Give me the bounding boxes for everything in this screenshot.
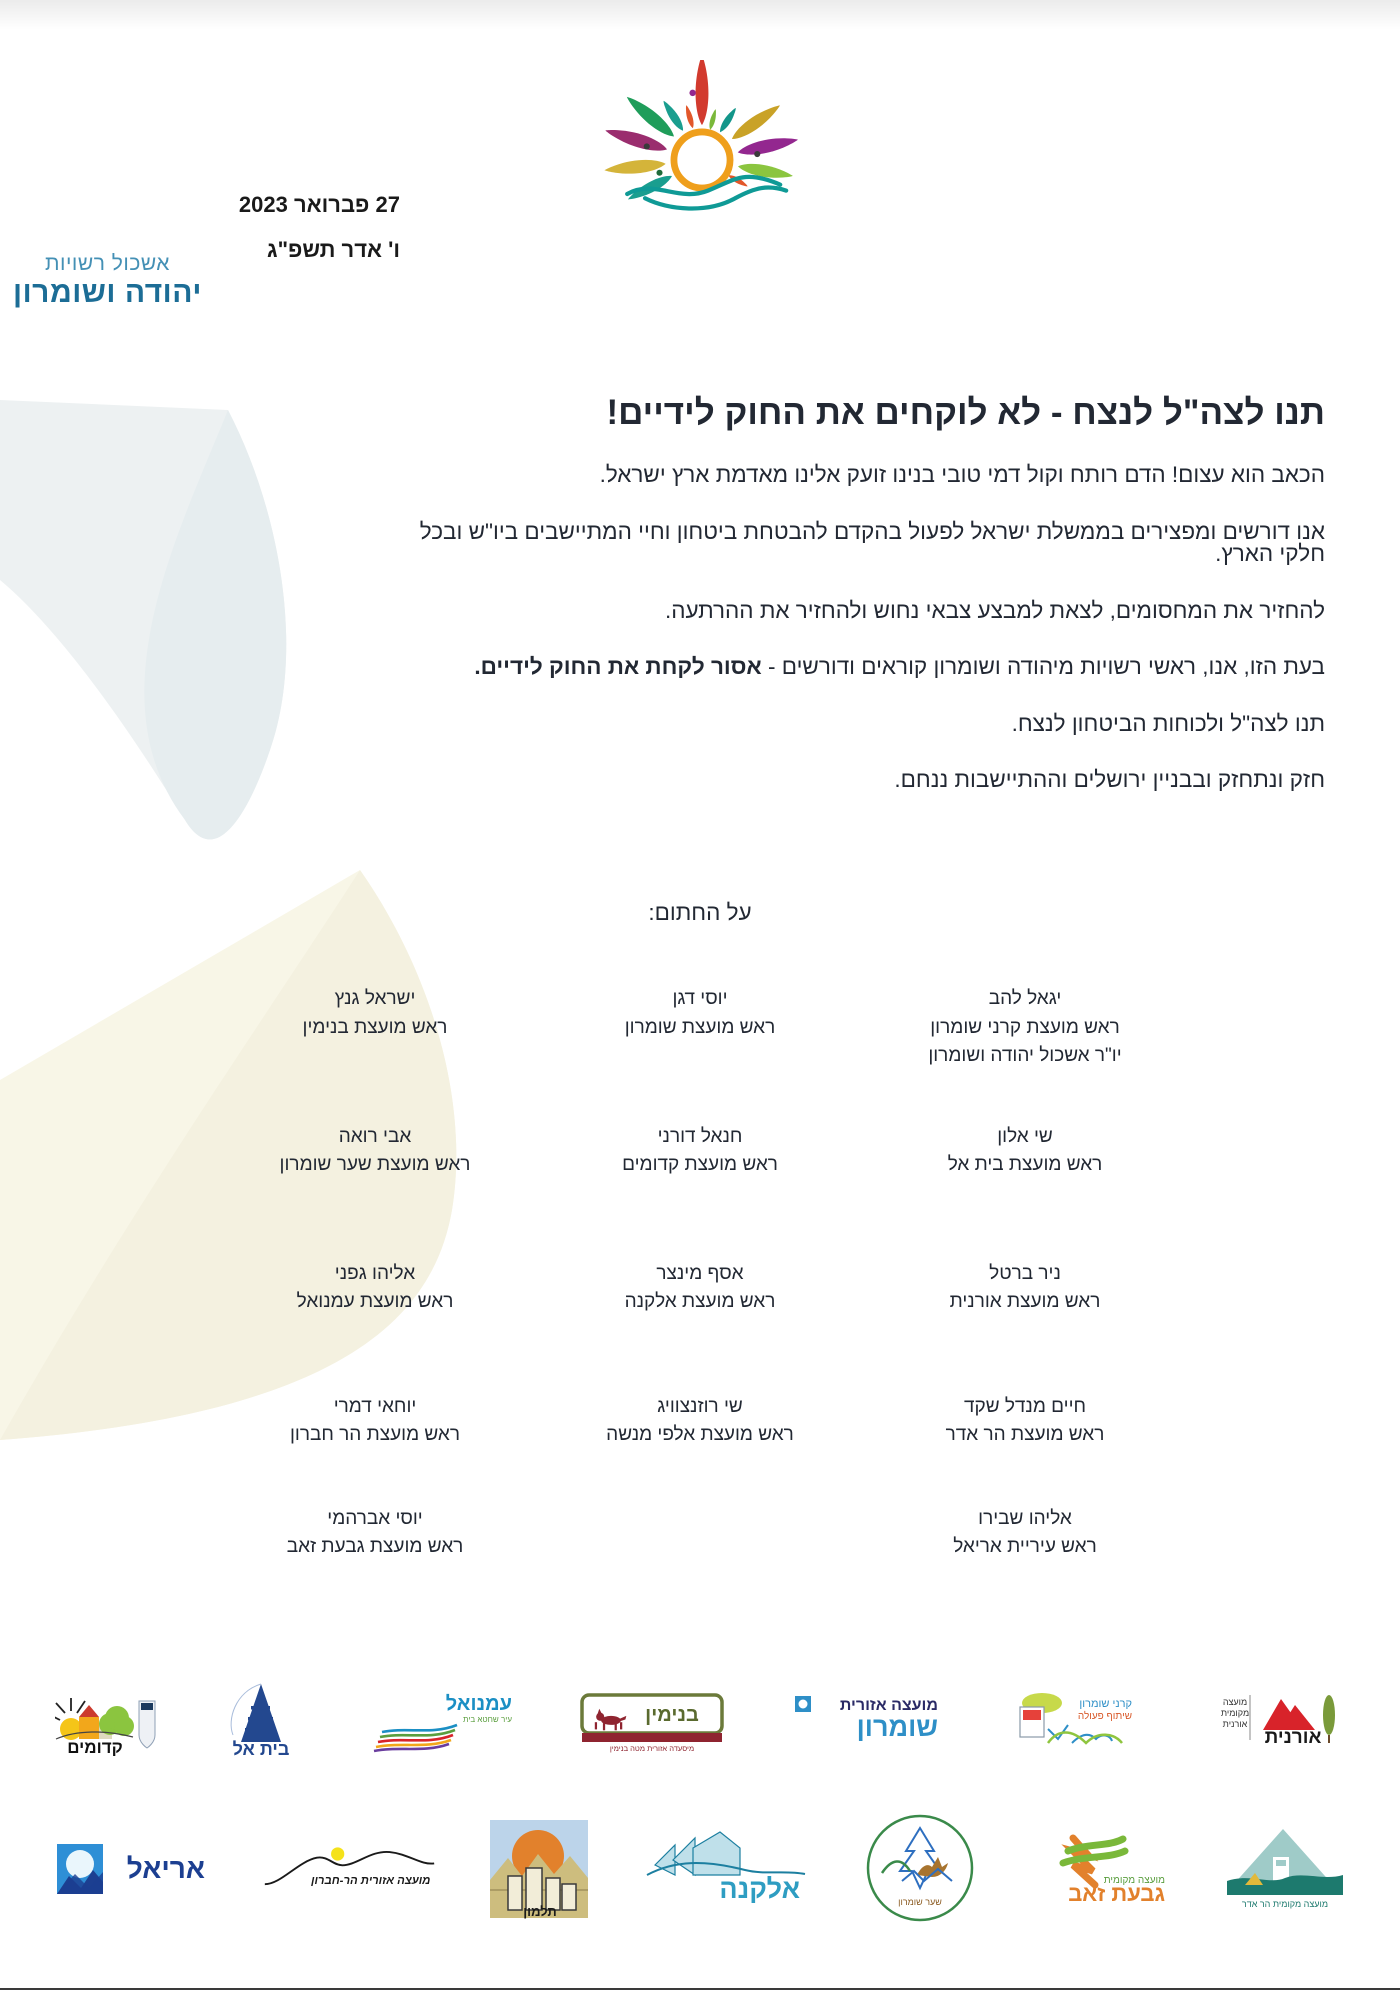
svg-text:שער שומרון: שער שומרון — [898, 1897, 942, 1907]
svg-text:בית אל: בית אל — [233, 1739, 290, 1759]
svg-text:מקומית: מקומית — [1221, 1708, 1249, 1718]
svg-text:שיתוף פעולה: שיתוף פעולה — [1078, 1710, 1132, 1722]
svg-text:מיסעדה אזורית מטה בנימין: מיסעדה אזורית מטה בנימין — [610, 1744, 694, 1753]
svg-text:גבעת זאב: גבעת זאב — [1069, 1881, 1166, 1906]
svg-text:אורנית: אורנית — [1223, 1719, 1248, 1729]
svg-text:עמנואל: עמנואל — [445, 1693, 511, 1715]
svg-text:אריאל: אריאל — [127, 1853, 205, 1884]
svg-text:קרני שומרון: קרני שומרון — [1079, 1698, 1132, 1710]
svg-text:קדומים: קדומים — [67, 1738, 123, 1757]
svg-text:מועצה: מועצה — [1223, 1697, 1247, 1707]
svg-text:אלקנה: אלקנה — [719, 1874, 800, 1904]
svg-text:מועצה מקומית הר אדר: מועצה מקומית הר אדר — [1242, 1899, 1328, 1909]
svg-text:תלמון: תלמון — [524, 1904, 558, 1919]
svg-text:שומרון: שומרון — [857, 1712, 938, 1742]
svg-text:בנימין: בנימין — [645, 1704, 699, 1726]
svg-text:עיר שחטא בית: עיר שחטא בית — [463, 1715, 512, 1724]
svg-text:אורנית: אורנית — [1265, 1727, 1322, 1748]
svg-text:מועצה אזורית הר-חברון: מועצה אזורית הר-חברון — [310, 1875, 430, 1887]
